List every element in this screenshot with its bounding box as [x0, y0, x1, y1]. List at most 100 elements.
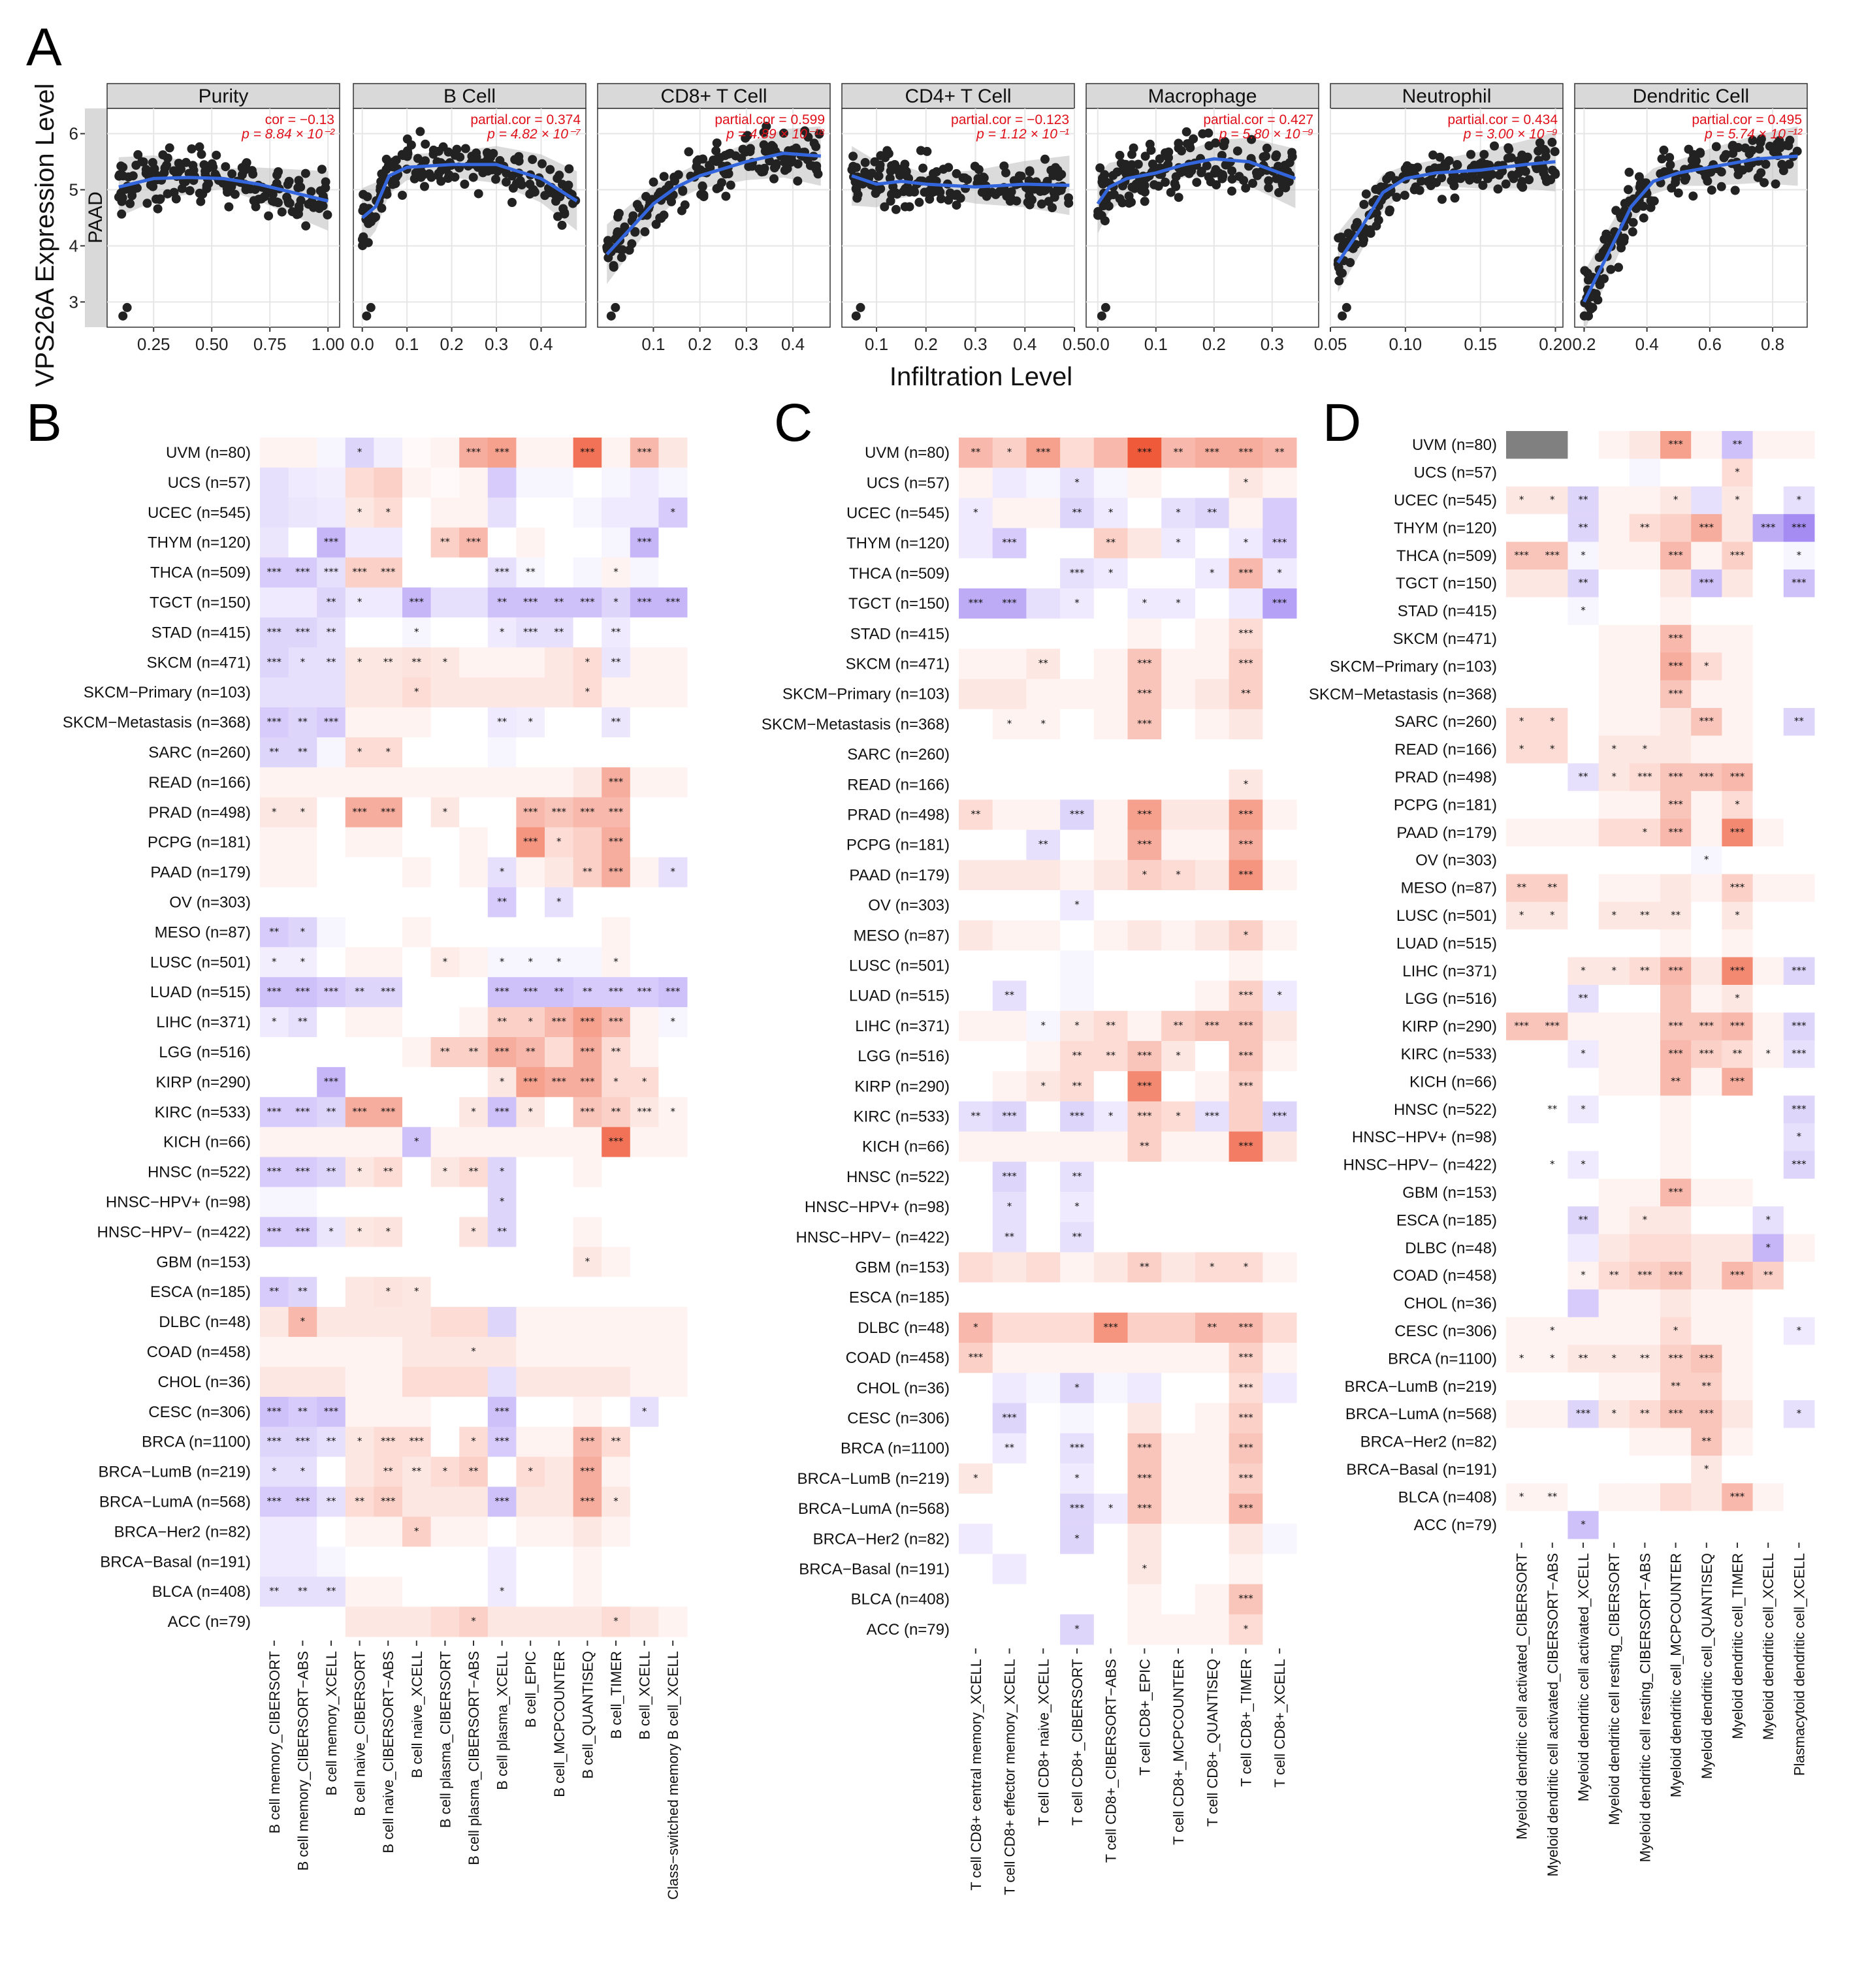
- data-point: [1777, 159, 1787, 169]
- heat-cell: [516, 587, 545, 618]
- significance-mark: **: [583, 986, 593, 997]
- heat-cell: [959, 799, 993, 831]
- data-point: [738, 144, 748, 154]
- heat-cell: [992, 1614, 1027, 1645]
- heat-cell: [1506, 1123, 1537, 1151]
- heat-cell: [1026, 588, 1061, 619]
- heat-cell: [1060, 649, 1095, 680]
- significance-mark: ***: [1668, 1352, 1683, 1364]
- heat-cell: [1752, 929, 1784, 958]
- significance-mark: **: [298, 1585, 308, 1597]
- data-point: [1701, 172, 1711, 182]
- heat-cell: [1722, 957, 1754, 986]
- heat-cell: [1161, 528, 1196, 559]
- data-point: [918, 163, 928, 173]
- x-tick-label: 0.3: [735, 334, 758, 354]
- heat-cell: [459, 677, 489, 708]
- significance-mark: **: [1671, 1380, 1681, 1392]
- row-label: UCS (n=57): [168, 474, 251, 492]
- row-label: BRCA−Her2 (n=82): [1360, 1434, 1497, 1451]
- heat-cell: [1691, 1095, 1722, 1124]
- significance-mark: ***: [1002, 1110, 1017, 1122]
- heat-cell: [959, 679, 993, 710]
- heat-cell: [1691, 1317, 1722, 1345]
- data-point: [296, 195, 306, 205]
- data-point: [1430, 163, 1439, 173]
- heat-cell: [317, 587, 346, 618]
- data-point: [443, 174, 453, 183]
- data-point: [655, 213, 665, 223]
- data-point: [1437, 195, 1447, 204]
- heat-cell: [430, 1247, 460, 1277]
- heat-cell: [1229, 1131, 1263, 1162]
- heat-cell: [374, 1247, 403, 1277]
- heat-cell: [1537, 1012, 1568, 1041]
- heat-cell: [1752, 735, 1784, 764]
- significance-mark: **: [1579, 1352, 1589, 1364]
- data-point: [779, 128, 788, 138]
- significance-mark: *: [1673, 494, 1679, 505]
- heat-cell: [1195, 1071, 1230, 1102]
- heat-cell: [1629, 1040, 1661, 1068]
- significance-mark: **: [1763, 1269, 1774, 1281]
- significance-mark: ***: [1668, 438, 1683, 450]
- heat-cell: [1060, 1071, 1095, 1102]
- heat-cell: [459, 1097, 489, 1128]
- significance-mark: **: [554, 626, 564, 637]
- heat-cell: [459, 827, 489, 858]
- heat-cell: [1598, 708, 1630, 736]
- significance-mark: ***: [1103, 1321, 1118, 1333]
- significance-mark: *: [500, 1195, 505, 1207]
- row-label: TGCT (n=150): [1396, 575, 1497, 592]
- x-tick-label: 0.75: [253, 334, 287, 354]
- heat-cell: [992, 1252, 1027, 1283]
- heat-cell: [374, 1217, 403, 1247]
- data-point: [1673, 188, 1683, 198]
- heat-cell: [1691, 818, 1722, 847]
- significance-mark: *: [1519, 715, 1524, 727]
- heat-cell: [288, 977, 317, 1008]
- data-point: [1748, 136, 1758, 145]
- significance-mark: ***: [1668, 688, 1683, 699]
- heat-cell: [1722, 901, 1754, 930]
- heat-cell: [374, 1187, 403, 1217]
- heat-cell: [1093, 1101, 1128, 1132]
- heat-cell: [573, 737, 602, 768]
- heat-cell: [288, 887, 317, 918]
- significance-mark: **: [1517, 882, 1527, 893]
- data-point: [851, 184, 861, 193]
- heat-cell: [459, 857, 489, 888]
- heat-cell: [602, 1007, 631, 1038]
- data-point: [212, 150, 221, 160]
- heat-cell: [1660, 514, 1692, 543]
- heat-cell: [1195, 649, 1230, 680]
- data-point: [1214, 168, 1224, 178]
- heat-cell: [402, 1396, 432, 1428]
- data-point: [1639, 213, 1648, 223]
- heat-cell: [1660, 901, 1692, 930]
- significance-mark: **: [327, 1166, 337, 1178]
- significance-mark: ***: [523, 596, 538, 607]
- data-point: [359, 189, 368, 199]
- heat-cell: [1598, 680, 1630, 709]
- data-point: [528, 155, 538, 165]
- heat-cell: [317, 887, 346, 918]
- heat-cell: [430, 1037, 460, 1068]
- heat-cell: [602, 1037, 631, 1068]
- data-point: [640, 227, 650, 236]
- heat-cell: [516, 1007, 545, 1038]
- heat-cell: [1752, 1372, 1784, 1401]
- heat-cell: [430, 1217, 460, 1247]
- data-point: [1754, 144, 1764, 154]
- row-label: UCEC (n=545): [148, 504, 251, 522]
- facet-strip: [597, 83, 831, 109]
- heat-cell: [992, 1554, 1027, 1585]
- row-label: BLCA (n=408): [152, 1583, 251, 1601]
- significance-mark: ***: [1545, 1020, 1560, 1032]
- heat-cell: [959, 558, 993, 589]
- row-label: CHOL (n=36): [1404, 1295, 1498, 1313]
- significance-mark: *: [1074, 1532, 1080, 1544]
- data-point: [991, 189, 1001, 199]
- significance-mark: ***: [580, 1466, 595, 1477]
- data-point: [1665, 153, 1675, 163]
